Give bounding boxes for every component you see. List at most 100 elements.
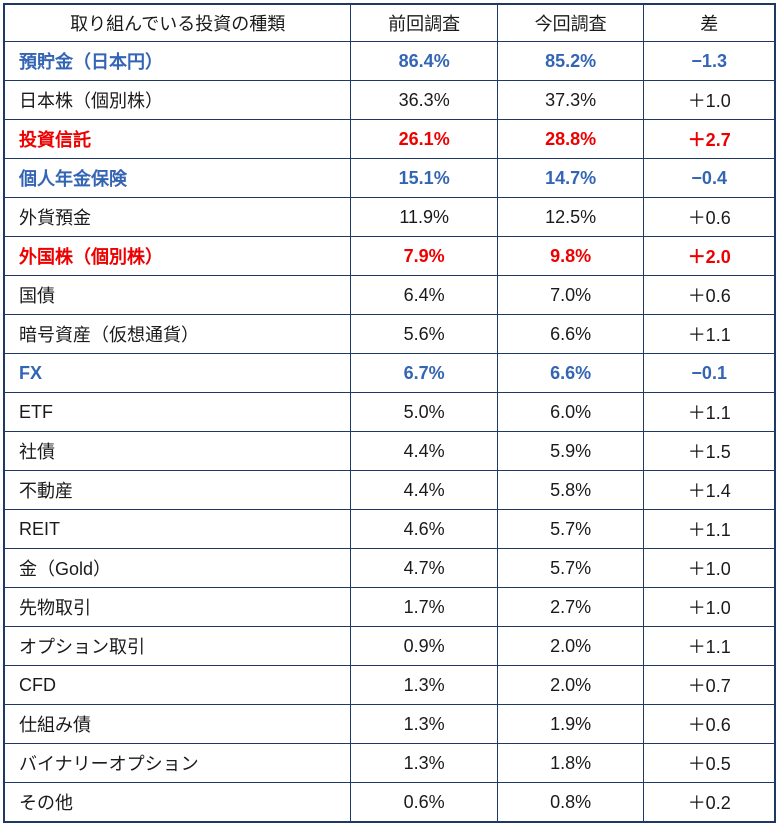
- current-survey-cell: 1.9%: [496, 704, 645, 744]
- previous-survey-cell: 1.3%: [350, 665, 498, 705]
- current-survey-cell: 0.8%: [496, 782, 645, 823]
- previous-survey-cell: 0.6%: [350, 782, 498, 823]
- category-cell: 国債: [3, 275, 352, 315]
- current-survey-cell: 9.8%: [496, 236, 645, 276]
- header-previous-survey: 前回調査: [350, 3, 498, 42]
- category-cell: 暗号資産（仮想通貨）: [3, 314, 352, 354]
- previous-survey-cell: 5.6%: [350, 314, 498, 354]
- current-survey-cell: 37.3%: [496, 80, 645, 120]
- table-row: 金（Gold） 4.7% 5.7% ＋1.0: [3, 548, 776, 588]
- table-body: 預貯金（日本円） 86.4% 85.2% −1.3 日本株（個別株） 36.3% 37.3%…: [3, 41, 776, 823]
- previous-survey-cell: 4.6%: [350, 509, 498, 549]
- difference-cell: ＋1.1: [643, 509, 776, 549]
- previous-survey-cell: 26.1%: [350, 119, 498, 159]
- previous-survey-cell: 4.7%: [350, 548, 498, 588]
- difference-cell: ＋1.0: [643, 80, 776, 120]
- header-row: 取り組んでいる投資の種類 前回調査 今回調査 差: [3, 3, 776, 42]
- previous-survey-cell: 4.4%: [350, 470, 498, 510]
- difference-cell: −1.3: [643, 41, 776, 81]
- previous-survey-cell: 1.7%: [350, 587, 498, 627]
- table-row: ETF 5.0% 6.0% ＋1.1: [3, 392, 776, 432]
- table-row: 投資信託 26.1% 28.8% ＋2.7: [3, 119, 776, 159]
- difference-cell: ＋1.1: [643, 392, 776, 432]
- table-row: REIT 4.6% 5.7% ＋1.1: [3, 509, 776, 549]
- current-survey-cell: 2.0%: [496, 626, 645, 666]
- category-cell: 不動産: [3, 470, 352, 510]
- category-cell: REIT: [3, 509, 352, 549]
- difference-cell: ＋2.7: [643, 119, 776, 159]
- category-cell: 外貨預金: [3, 197, 352, 237]
- category-cell: 金（Gold）: [3, 548, 352, 588]
- difference-cell: −0.4: [643, 158, 776, 198]
- previous-survey-cell: 11.9%: [350, 197, 498, 237]
- category-cell: 投資信託: [3, 119, 352, 159]
- current-survey-cell: 5.9%: [496, 431, 645, 471]
- current-survey-cell: 2.7%: [496, 587, 645, 627]
- investment-survey-table: 取り組んでいる投資の種類 前回調査 今回調査 差 預貯金（日本円） 86.4% 85…: [3, 3, 776, 823]
- difference-cell: ＋0.6: [643, 275, 776, 315]
- table-row: 外国株（個別株） 7.9% 9.8% ＋2.0: [3, 236, 776, 276]
- category-cell: オプション取引: [3, 626, 352, 666]
- category-cell: CFD: [3, 665, 352, 705]
- difference-cell: ＋2.0: [643, 236, 776, 276]
- table-row: 先物取引 1.7% 2.7% ＋1.0: [3, 587, 776, 627]
- current-survey-cell: 14.7%: [496, 158, 645, 198]
- table-row: 仕組み債 1.3% 1.9% ＋0.6: [3, 704, 776, 744]
- difference-cell: ＋0.2: [643, 782, 776, 823]
- previous-survey-cell: 1.3%: [350, 743, 498, 783]
- category-cell: 仕組み債: [3, 704, 352, 744]
- current-survey-cell: 5.8%: [496, 470, 645, 510]
- previous-survey-cell: 36.3%: [350, 80, 498, 120]
- header-difference: 差: [643, 3, 776, 42]
- table-row: 日本株（個別株） 36.3% 37.3% ＋1.0: [3, 80, 776, 120]
- previous-survey-cell: 6.4%: [350, 275, 498, 315]
- difference-cell: ＋0.6: [643, 704, 776, 744]
- current-survey-cell: 85.2%: [496, 41, 645, 81]
- table-row: その他 0.6% 0.8% ＋0.2: [3, 782, 776, 823]
- difference-cell: ＋1.5: [643, 431, 776, 471]
- current-survey-cell: 1.8%: [496, 743, 645, 783]
- header-category: 取り組んでいる投資の種類: [3, 3, 352, 42]
- current-survey-cell: 6.0%: [496, 392, 645, 432]
- current-survey-cell: 6.6%: [496, 314, 645, 354]
- category-cell: 預貯金（日本円）: [3, 41, 352, 81]
- table-row: 国債 6.4% 7.0% ＋0.6: [3, 275, 776, 315]
- table-row: バイナリーオプション 1.3% 1.8% ＋0.5: [3, 743, 776, 783]
- category-cell: 外国株（個別株）: [3, 236, 352, 276]
- category-cell: 日本株（個別株）: [3, 80, 352, 120]
- previous-survey-cell: 86.4%: [350, 41, 498, 81]
- table-row: FX 6.7% 6.6% −0.1: [3, 353, 776, 393]
- header-current-survey: 今回調査: [496, 3, 645, 42]
- current-survey-cell: 6.6%: [496, 353, 645, 393]
- previous-survey-cell: 15.1%: [350, 158, 498, 198]
- difference-cell: ＋1.0: [643, 548, 776, 588]
- current-survey-cell: 5.7%: [496, 509, 645, 549]
- category-cell: 先物取引: [3, 587, 352, 627]
- difference-cell: ＋0.5: [643, 743, 776, 783]
- difference-cell: ＋0.6: [643, 197, 776, 237]
- current-survey-cell: 28.8%: [496, 119, 645, 159]
- table-row: CFD 1.3% 2.0% ＋0.7: [3, 665, 776, 705]
- category-cell: バイナリーオプション: [3, 743, 352, 783]
- difference-cell: −0.1: [643, 353, 776, 393]
- current-survey-cell: 7.0%: [496, 275, 645, 315]
- previous-survey-cell: 4.4%: [350, 431, 498, 471]
- table-row: 社債 4.4% 5.9% ＋1.5: [3, 431, 776, 471]
- previous-survey-cell: 7.9%: [350, 236, 498, 276]
- previous-survey-cell: 5.0%: [350, 392, 498, 432]
- previous-survey-cell: 0.9%: [350, 626, 498, 666]
- category-cell: 個人年金保険: [3, 158, 352, 198]
- table-row: 個人年金保険 15.1% 14.7% −0.4: [3, 158, 776, 198]
- difference-cell: ＋1.4: [643, 470, 776, 510]
- table-row: 預貯金（日本円） 86.4% 85.2% −1.3: [3, 41, 776, 81]
- difference-cell: ＋0.7: [643, 665, 776, 705]
- difference-cell: ＋1.1: [643, 314, 776, 354]
- category-cell: ETF: [3, 392, 352, 432]
- previous-survey-cell: 1.3%: [350, 704, 498, 744]
- category-cell: その他: [3, 782, 352, 823]
- current-survey-cell: 5.7%: [496, 548, 645, 588]
- category-cell: FX: [3, 353, 352, 393]
- table-row: オプション取引 0.9% 2.0% ＋1.1: [3, 626, 776, 666]
- current-survey-cell: 2.0%: [496, 665, 645, 705]
